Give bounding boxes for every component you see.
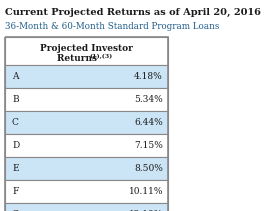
Text: 6.44%: 6.44% [134, 118, 163, 127]
Text: Projected Investor: Projected Investor [40, 44, 133, 53]
Text: 10.11%: 10.11% [129, 187, 163, 196]
Bar [5, 180, 168, 203]
Text: 5.34%: 5.34% [134, 95, 163, 104]
Text: 7.15%: 7.15% [134, 141, 163, 150]
Text: (1),(3): (1),(3) [89, 54, 112, 59]
Text: Current Projected Returns as of April 20, 2016: Current Projected Returns as of April 20… [5, 8, 261, 17]
Bar [5, 65, 168, 88]
Text: E: E [12, 164, 19, 173]
Text: Returns: Returns [57, 54, 100, 63]
Bar [5, 88, 168, 111]
Bar [5, 134, 168, 157]
Text: 4.18%: 4.18% [134, 72, 163, 81]
Text: 8.50%: 8.50% [134, 164, 163, 173]
Text: A: A [12, 72, 19, 81]
Bar [5, 203, 168, 211]
Text: 36-Month & 60-Month Standard Program Loans: 36-Month & 60-Month Standard Program Loa… [5, 22, 220, 31]
Bar [5, 37, 168, 211]
Text: D: D [12, 141, 19, 150]
Bar [5, 37, 168, 65]
Text: F: F [12, 187, 18, 196]
Text: G: G [12, 210, 19, 211]
Bar [5, 111, 168, 134]
Bar [5, 157, 168, 180]
Text: 12.19%: 12.19% [129, 210, 163, 211]
Text: B: B [12, 95, 19, 104]
Text: C: C [12, 118, 19, 127]
